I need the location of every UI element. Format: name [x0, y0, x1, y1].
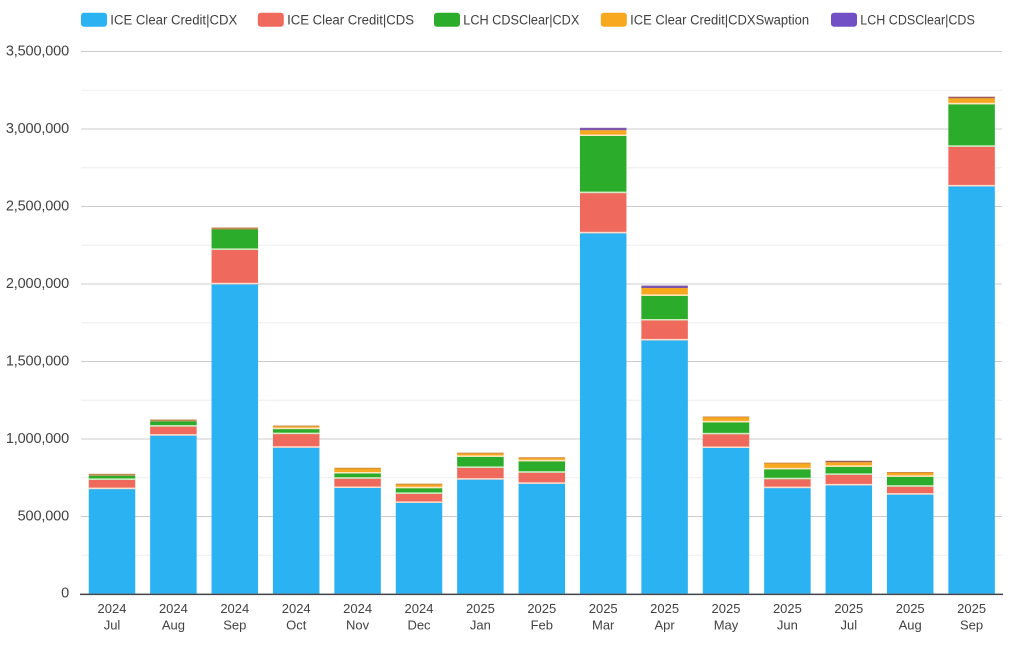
svg-text:2024: 2024 [220, 601, 249, 616]
svg-text:2025: 2025 [773, 601, 802, 616]
svg-text:ICE Clear Credit|CDX: ICE Clear Credit|CDX [110, 13, 237, 28]
svg-text:2025: 2025 [527, 601, 556, 616]
svg-text:2025: 2025 [466, 601, 495, 616]
svg-text:3,500,000: 3,500,000 [6, 44, 69, 60]
svg-text:May: May [714, 618, 739, 633]
svg-text:Dec: Dec [407, 618, 431, 633]
svg-text:Mar: Mar [592, 618, 615, 633]
svg-text:2024: 2024 [282, 601, 311, 616]
svg-text:LCH CDSClear|CDS: LCH CDSClear|CDS [860, 13, 975, 28]
svg-text:LCH CDSClear|CDX: LCH CDSClear|CDX [463, 13, 579, 28]
svg-text:2025: 2025 [650, 601, 679, 616]
svg-text:ICE Clear Credit|CDS: ICE Clear Credit|CDS [287, 13, 414, 28]
svg-text:Sep: Sep [960, 618, 983, 633]
svg-text:500,000: 500,000 [18, 509, 69, 525]
svg-text:Jun: Jun [777, 618, 798, 633]
svg-text:Jul: Jul [840, 618, 857, 633]
svg-text:Aug: Aug [899, 618, 922, 633]
svg-text:2024: 2024 [98, 601, 127, 616]
svg-text:3,000,000: 3,000,000 [6, 121, 69, 137]
svg-text:2025: 2025 [712, 601, 741, 616]
svg-text:Jul: Jul [104, 618, 121, 633]
svg-text:Aug: Aug [162, 618, 185, 633]
svg-text:2,500,000: 2,500,000 [6, 199, 69, 215]
svg-text:1,500,000: 1,500,000 [6, 354, 69, 370]
svg-text:Feb: Feb [531, 618, 553, 633]
svg-text:2024: 2024 [343, 601, 372, 616]
svg-text:2025: 2025 [589, 601, 618, 616]
svg-text:ICE Clear Credit|CDXSwaption: ICE Clear Credit|CDXSwaption [630, 13, 809, 28]
svg-text:2025: 2025 [896, 601, 925, 616]
svg-text:Apr: Apr [654, 618, 675, 633]
svg-text:Nov: Nov [346, 618, 370, 633]
svg-text:Jan: Jan [470, 618, 491, 633]
svg-text:2025: 2025 [957, 601, 986, 616]
svg-text:Oct: Oct [286, 618, 307, 633]
svg-text:Sep: Sep [223, 618, 246, 633]
svg-text:1,000,000: 1,000,000 [6, 431, 69, 447]
svg-text:0: 0 [61, 586, 69, 602]
svg-text:2025: 2025 [834, 601, 863, 616]
svg-text:2,000,000: 2,000,000 [6, 276, 69, 292]
svg-text:2024: 2024 [159, 601, 188, 616]
svg-text:2024: 2024 [405, 601, 434, 616]
